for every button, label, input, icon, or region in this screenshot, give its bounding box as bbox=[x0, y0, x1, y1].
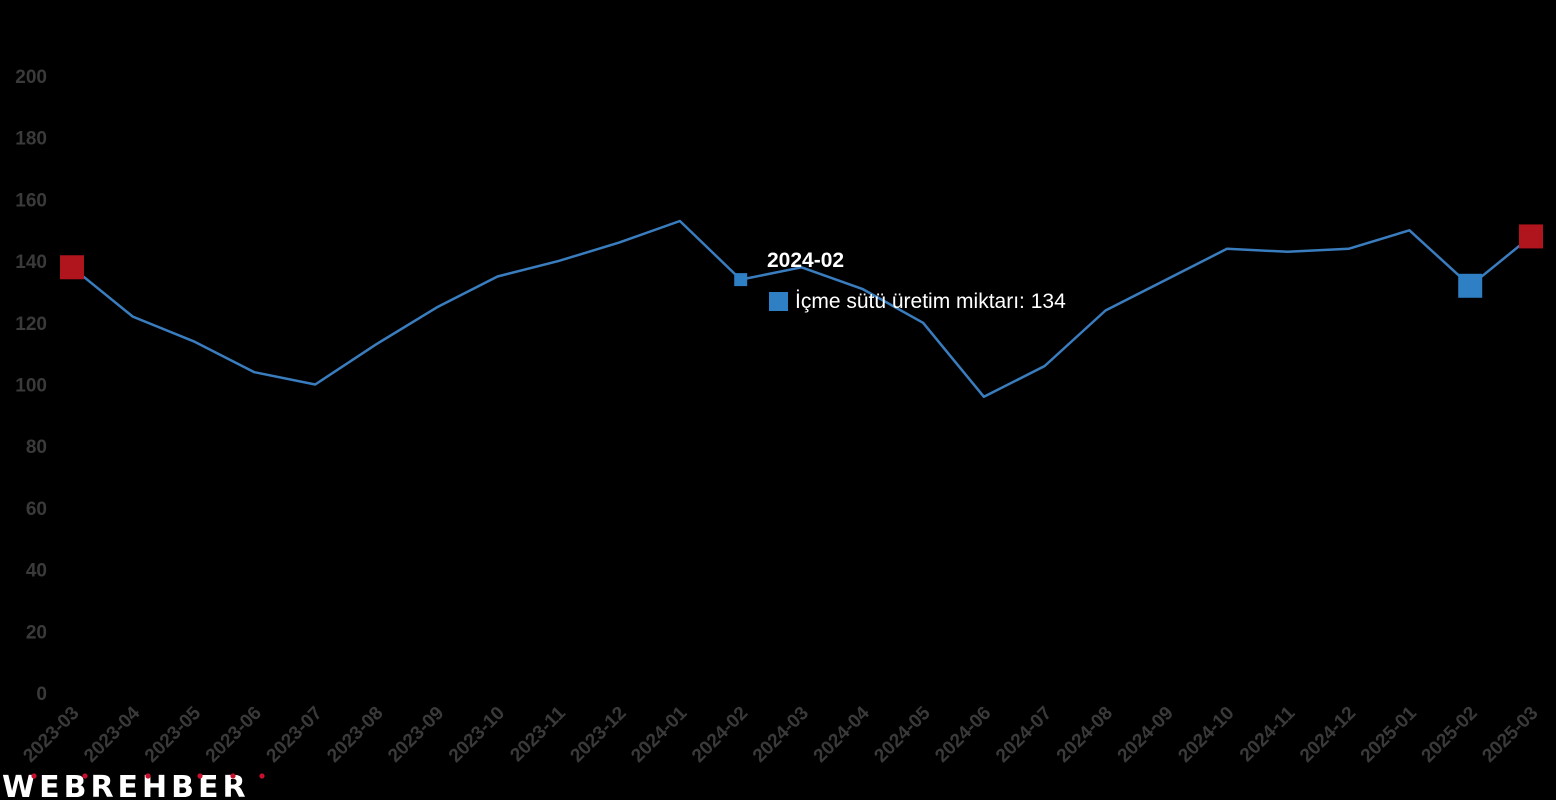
y-tick-label: 120 bbox=[15, 314, 47, 335]
x-tick-label: 2024-04 bbox=[810, 702, 874, 766]
logo-text: WEBREHBER bbox=[2, 770, 250, 800]
logo-dot bbox=[197, 773, 203, 779]
y-tick-label: 180 bbox=[15, 129, 47, 150]
x-tick-label: 2023-11 bbox=[506, 702, 570, 766]
x-tick-label: 2023-10 bbox=[445, 703, 509, 767]
highlight-marker[interactable] bbox=[734, 273, 748, 287]
highlight-marker[interactable] bbox=[60, 255, 84, 280]
webrehber-logo: WEBREHBER bbox=[2, 770, 265, 800]
y-tick-label: 60 bbox=[26, 499, 47, 520]
y-tick-label: 160 bbox=[15, 190, 47, 211]
x-tick-label: 2024-09 bbox=[1114, 703, 1178, 767]
logo-dots bbox=[31, 773, 265, 779]
logo-dot bbox=[259, 773, 265, 779]
x-tick-label: 2024-01 bbox=[627, 702, 691, 766]
y-tick-label: 100 bbox=[15, 376, 47, 397]
x-tick-label: 2024-12 bbox=[1296, 703, 1360, 767]
x-tick-label: 2025-03 bbox=[1478, 703, 1542, 767]
logo-dot bbox=[31, 773, 37, 779]
tooltip-title: 2024-02 bbox=[767, 249, 844, 272]
x-tick-label: 2023-03 bbox=[19, 703, 83, 767]
y-tick-label: 80 bbox=[26, 437, 47, 458]
logo-dot bbox=[230, 773, 236, 779]
x-axis: 2023-032023-042023-052023-062023-072023-… bbox=[19, 702, 1542, 766]
series-line bbox=[71, 219, 1532, 399]
x-tick-label: 2023-06 bbox=[202, 703, 266, 767]
x-tick-label: 2024-03 bbox=[749, 703, 813, 767]
y-tick-label: 20 bbox=[26, 622, 47, 643]
y-tick-label: 0 bbox=[36, 684, 47, 705]
x-tick-label: 2023-05 bbox=[141, 702, 205, 766]
x-tick-label: 2023-07 bbox=[263, 703, 327, 767]
x-tick-label: 2023-08 bbox=[323, 703, 387, 767]
x-tick-label: 2023-09 bbox=[384, 703, 448, 767]
y-tick-label: 140 bbox=[15, 252, 47, 273]
x-tick-label: 2024-08 bbox=[1053, 703, 1117, 767]
x-tick-label: 2024-11 bbox=[1236, 702, 1300, 766]
logo-dot bbox=[82, 773, 88, 779]
highlight-marker[interactable] bbox=[1458, 273, 1483, 298]
tooltip-swatch bbox=[769, 292, 788, 311]
marker-layer bbox=[60, 224, 1543, 298]
highlight-marker[interactable] bbox=[1519, 224, 1543, 249]
x-tick-label: 2025-02 bbox=[1418, 703, 1482, 767]
x-tick-label: 2025-01 bbox=[1357, 702, 1421, 766]
y-tick-label: 40 bbox=[26, 561, 47, 582]
tooltip: 2024-02 İçme sütü üretim miktarı: 134 bbox=[767, 249, 1066, 313]
y-tick-label: 200 bbox=[15, 67, 47, 88]
y-axis: 0 20 40 60 80 100 120 140 160 180 200 bbox=[15, 67, 47, 705]
series-layer bbox=[71, 219, 1532, 399]
x-tick-label: 2023-12 bbox=[567, 703, 631, 767]
x-tick-label: 2023-04 bbox=[80, 702, 144, 766]
x-tick-label: 2024-10 bbox=[1174, 703, 1238, 767]
logo-dot bbox=[145, 773, 151, 779]
x-tick-label: 2024-07 bbox=[992, 703, 1056, 767]
x-tick-label: 2024-05 bbox=[870, 702, 934, 766]
x-tick-label: 2024-06 bbox=[931, 703, 995, 767]
x-tick-label: 2024-02 bbox=[688, 703, 752, 767]
tooltip-label: İçme sütü üretim miktarı: 134 bbox=[795, 290, 1066, 313]
